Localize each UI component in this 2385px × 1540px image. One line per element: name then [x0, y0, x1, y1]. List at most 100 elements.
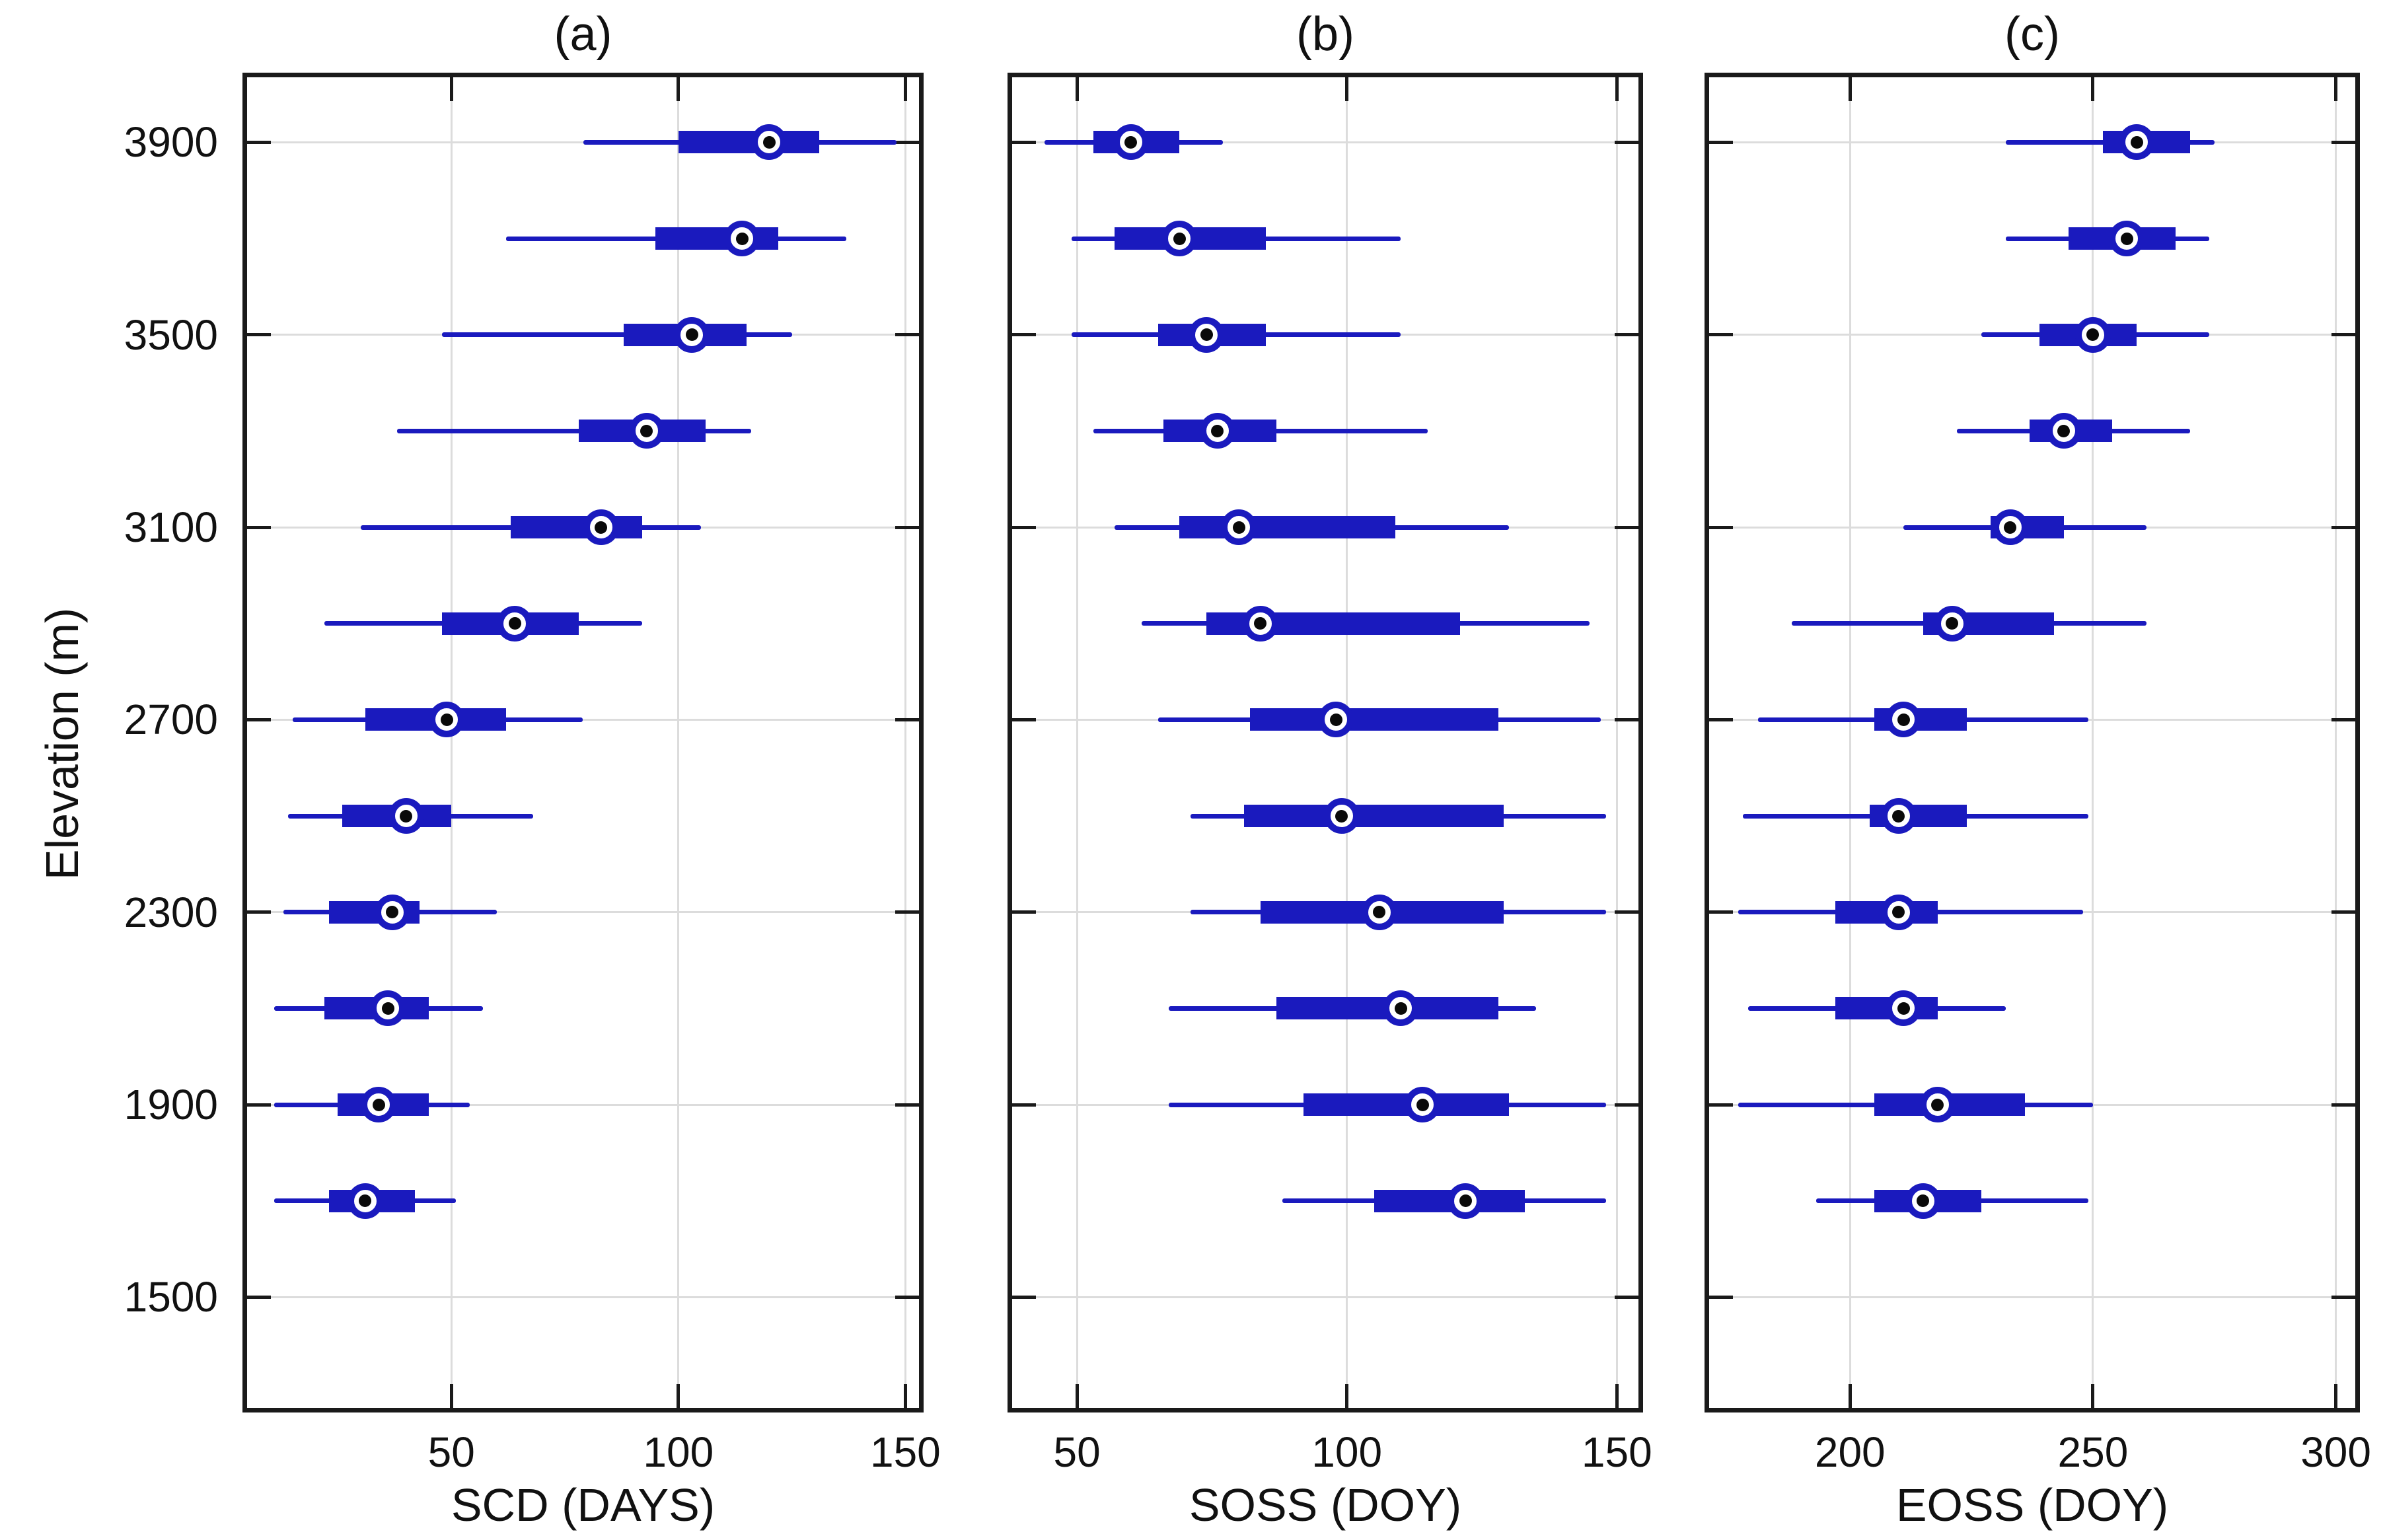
panel-b-title: (b)	[1296, 8, 1354, 61]
median-marker	[751, 124, 788, 161]
panel-c-plot-area	[1705, 73, 2360, 1412]
box-row-2500	[1012, 77, 1638, 1408]
x-tick-top-250	[2091, 77, 2095, 101]
median-marker	[1886, 990, 1922, 1027]
y-tick-left-2700	[1012, 717, 1036, 721]
median-dot	[400, 809, 412, 823]
x-tick-bottom-150	[1615, 1384, 1619, 1408]
median-marker	[497, 605, 533, 642]
y-tick-left-3100	[1012, 525, 1036, 529]
gridline-x-100	[677, 77, 680, 1408]
iqr-box	[678, 131, 819, 154]
median-dot	[2086, 328, 2100, 342]
y-tick-right-2300	[1615, 910, 1638, 914]
median-dot	[762, 135, 776, 149]
iqr-box	[1249, 708, 1498, 731]
median-marker	[2074, 316, 2111, 353]
x-tick-label-50: 50	[427, 1428, 475, 1476]
box-row-3900	[1709, 77, 2355, 1408]
box-row-3100	[1709, 77, 2355, 1408]
gridline-x-150	[904, 77, 906, 1408]
y-tick-right-1500	[895, 1295, 919, 1299]
median-marker	[1318, 702, 1354, 738]
x-tick-top-50	[1075, 77, 1079, 101]
y-tick-right-3100	[1615, 525, 1638, 529]
median-marker	[1113, 124, 1149, 161]
y-tick-right-3900	[2331, 140, 2355, 144]
median-marker	[583, 509, 619, 546]
y-tick-label-2300: 2300	[124, 888, 218, 936]
box-row-2300	[1012, 77, 1638, 1408]
median-marker	[1383, 990, 1419, 1027]
median-dot	[508, 617, 521, 630]
box-row-3500	[247, 77, 919, 1408]
median-dot	[1897, 713, 1910, 726]
x-tick-bottom-200	[1848, 1384, 1852, 1408]
gridline-x-100	[1346, 77, 1348, 1408]
median-dot	[1200, 328, 1213, 342]
y-tick-label-1900: 1900	[124, 1081, 218, 1129]
median-dot	[1459, 1194, 1472, 1208]
box-row-3300	[1709, 77, 2355, 1408]
median-marker	[1405, 1087, 1441, 1123]
y-tick-label-3900: 3900	[124, 118, 218, 166]
median-dot	[1335, 809, 1348, 823]
x-tick-top-150	[903, 77, 907, 101]
median-marker	[2119, 124, 2155, 161]
x-tick-bottom-50	[1075, 1384, 1079, 1408]
median-marker	[370, 990, 406, 1027]
x-tick-top-100	[677, 77, 680, 101]
median-dot	[685, 328, 698, 342]
median-marker	[1992, 509, 2028, 546]
median-dot	[1373, 906, 1386, 919]
median-dot	[1124, 135, 1138, 149]
median-dot	[1329, 713, 1342, 726]
y-tick-left-1500	[247, 1295, 271, 1299]
y-tick-left-3100	[1709, 525, 1733, 529]
box-row-2700	[1709, 77, 2355, 1408]
box-row-1900	[1709, 77, 2355, 1408]
y-tick-left-3900	[1012, 140, 1036, 144]
median-dot	[1917, 1194, 1930, 1208]
median-marker	[1886, 702, 1922, 738]
median-dot	[640, 424, 653, 437]
median-marker	[1880, 798, 1917, 834]
y-tick-left-2300	[1709, 910, 1733, 914]
y-tick-label-3100: 3100	[124, 503, 218, 552]
y-tick-right-3100	[2331, 525, 2355, 529]
y-tick-left-3500	[1012, 333, 1036, 337]
median-marker	[347, 1183, 383, 1219]
x-tick-label-150: 150	[1581, 1428, 1652, 1476]
box-row-3900	[1012, 77, 1638, 1408]
y-tick-left-1900	[1012, 1103, 1036, 1107]
median-dot	[1173, 232, 1186, 245]
x-tick-label-100: 100	[1311, 1428, 1383, 1476]
median-marker	[674, 316, 710, 353]
median-dot	[359, 1194, 372, 1208]
y-tick-left-3500	[247, 333, 271, 337]
box-row-3900	[247, 77, 919, 1408]
gridline-x-200	[1849, 77, 1851, 1408]
median-marker	[374, 894, 410, 930]
median-dot	[1946, 617, 1959, 630]
box-row-2300	[1709, 77, 2355, 1408]
y-tick-left-3900	[247, 140, 271, 144]
x-tick-label-100: 100	[643, 1428, 714, 1476]
median-dot	[1897, 1002, 1910, 1015]
median-dot	[1931, 1098, 1944, 1111]
box-row-1900	[1012, 77, 1638, 1408]
y-tick-right-1900	[1615, 1103, 1638, 1107]
y-tick-right-3100	[895, 525, 919, 529]
median-marker	[2045, 413, 2082, 449]
median-dot	[1892, 906, 1905, 919]
y-tick-left-3500	[1709, 333, 1733, 337]
whisker-line	[442, 332, 792, 338]
y-tick-left-3100	[247, 525, 271, 529]
median-marker	[429, 702, 465, 738]
x-tick-bottom-100	[677, 1384, 680, 1408]
median-dot	[1211, 424, 1224, 437]
box-row-1700	[1012, 77, 1638, 1408]
box-row-3500	[1012, 77, 1638, 1408]
gridline-y-1500	[247, 1296, 919, 1298]
